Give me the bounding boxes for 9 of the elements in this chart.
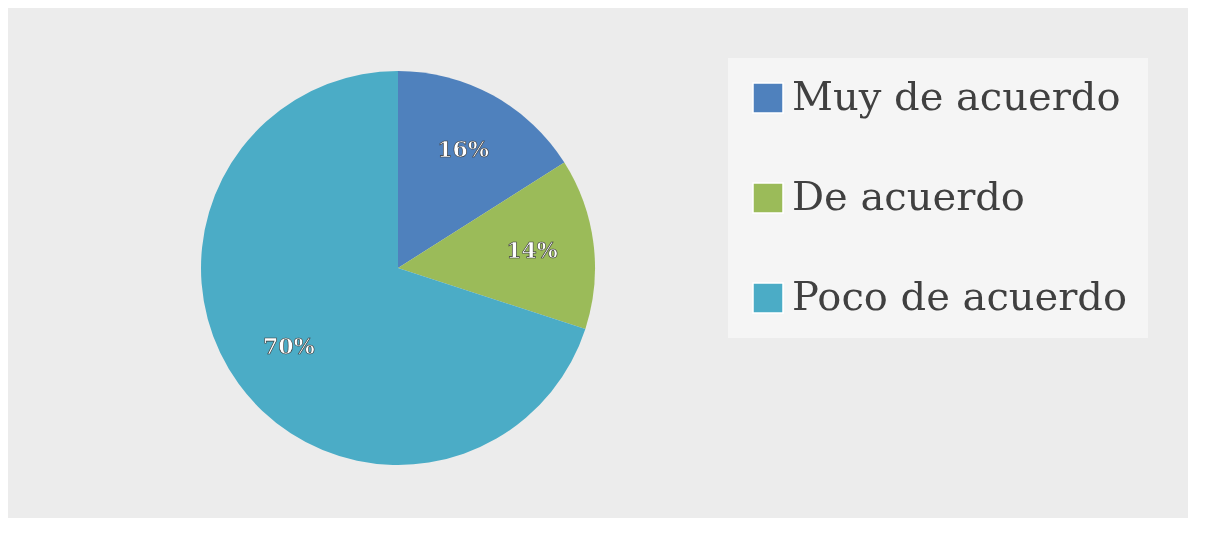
- pie-slice: [398, 71, 565, 268]
- pie-slice: [398, 162, 595, 329]
- data-label: 14%: [506, 237, 558, 264]
- data-label: 70%: [263, 333, 315, 360]
- legend-label: Muy de acuerdo: [792, 73, 1121, 119]
- data-label: 16%: [437, 135, 489, 162]
- legend-label: Poco de acuerdo: [792, 273, 1128, 319]
- legend-label: De acuerdo: [792, 173, 1025, 219]
- pie-slice: [201, 71, 586, 465]
